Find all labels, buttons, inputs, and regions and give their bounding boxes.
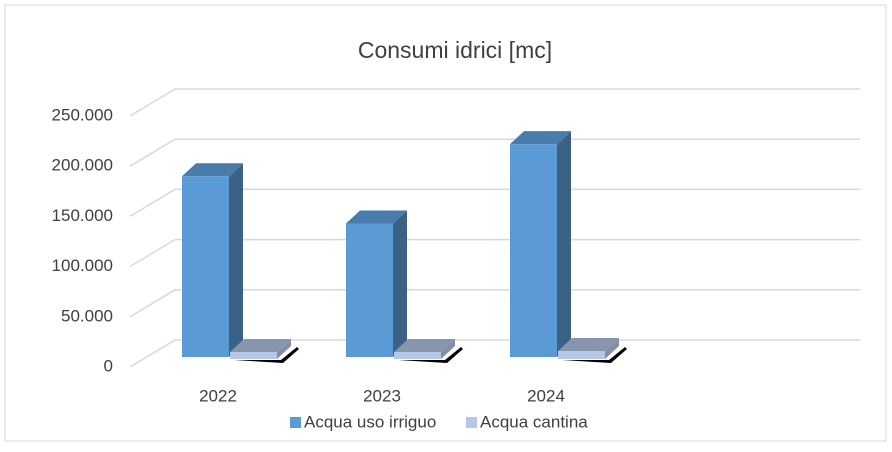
x-tick-label: 2024 (527, 386, 565, 405)
bar-side (441, 338, 455, 359)
bar-top (182, 163, 243, 177)
bar-top (230, 338, 291, 352)
legend-swatch (466, 417, 477, 428)
grid-line (129, 88, 860, 117)
bar-shadow (398, 347, 463, 363)
bar-side (605, 337, 619, 359)
bar (230, 338, 299, 363)
grid-line (129, 138, 860, 167)
x-tick-label: 2022 (199, 386, 237, 405)
bar-top (394, 338, 455, 352)
chart-border (4, 4, 887, 442)
legend-label: Acqua cantina (480, 412, 588, 431)
bar-front (394, 351, 441, 359)
bar-front (230, 351, 277, 359)
legend-swatch (290, 417, 301, 428)
bar-front (182, 176, 229, 357)
y-tick-label: 200.000 (52, 156, 113, 175)
bar-shadow (234, 347, 299, 363)
legend-label: Acqua uso irriguo (304, 412, 436, 431)
y-tick-label: 150.000 (52, 206, 113, 225)
bar (394, 338, 463, 363)
y-tick-label: 250.000 (52, 105, 113, 124)
y-tick-label: 50.000 (61, 306, 113, 325)
y-tick-label: 100.000 (52, 256, 113, 275)
bar-shadow (562, 347, 627, 363)
bar (182, 163, 243, 357)
bar-front (346, 223, 393, 357)
bar-top (510, 131, 571, 145)
bar-top (558, 337, 619, 351)
grid-line (129, 238, 860, 268)
x-tick-label: 2023 (363, 386, 401, 405)
bar-side (557, 131, 571, 357)
bar (346, 210, 407, 357)
bar-front (510, 144, 557, 357)
bar-side (393, 210, 407, 357)
y-tick-label: 0 (104, 356, 113, 375)
bar-side (229, 163, 243, 357)
bar-front (558, 350, 605, 359)
chart-title: Consumi idrici [mc] (358, 37, 552, 63)
bar (558, 337, 627, 363)
bar (510, 131, 571, 357)
grid-line (129, 188, 860, 218)
grid-line (129, 339, 860, 368)
bar-top (346, 210, 407, 224)
grid-line (129, 289, 860, 318)
bar-side (277, 338, 291, 359)
